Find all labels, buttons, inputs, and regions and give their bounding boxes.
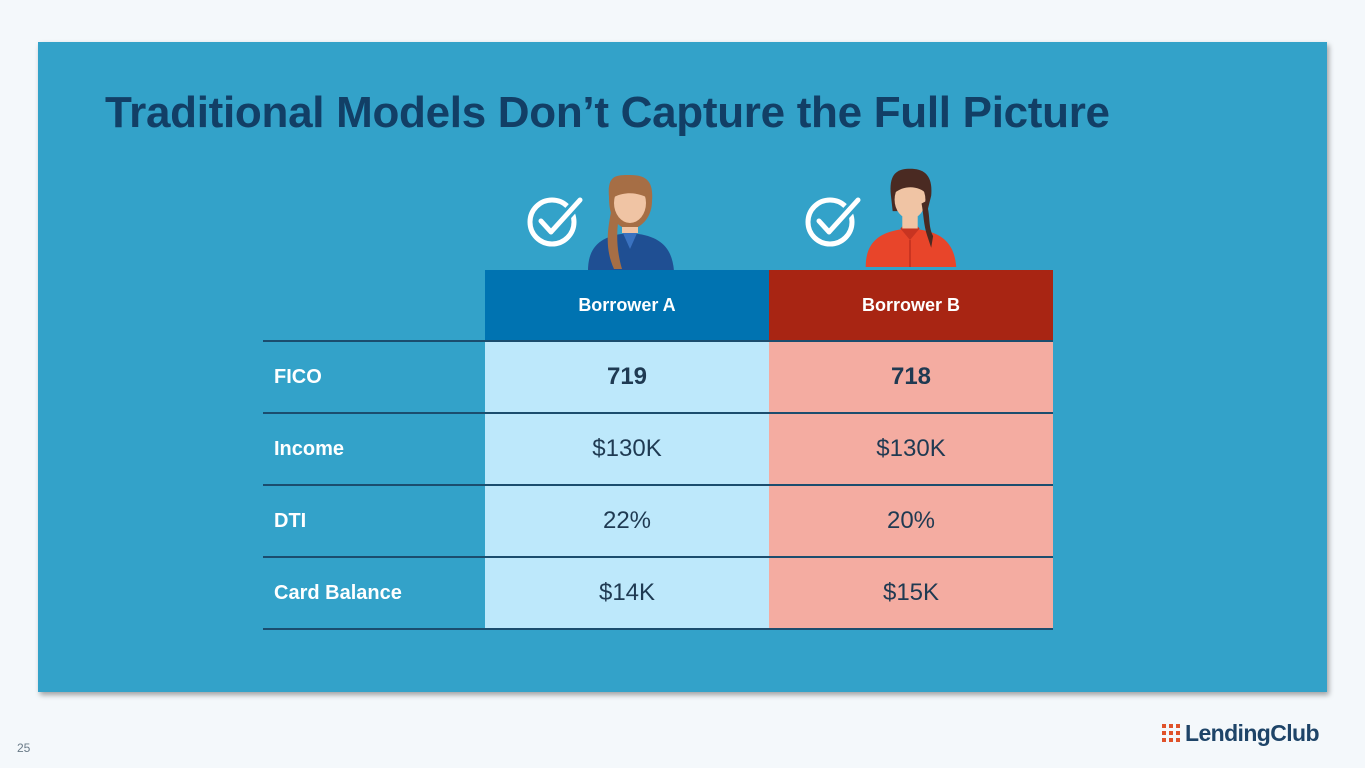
row-label-fico: FICO xyxy=(263,341,485,414)
row-label-card-balance: Card Balance xyxy=(263,557,485,630)
logo-grid-icon xyxy=(1162,724,1180,742)
checkmark-circle-icon xyxy=(527,194,586,247)
row-label-dti: DTI xyxy=(263,485,485,558)
borrower-a-dti: 22% xyxy=(485,485,769,558)
brand-name: LendingClub xyxy=(1185,719,1320,746)
borrower-a-fico: 719 xyxy=(485,341,769,414)
header-blank-cell xyxy=(263,270,485,342)
table-row: FICO 719 718 xyxy=(263,341,1053,414)
borrower-a-card-balance: $14K xyxy=(485,557,769,630)
woman-avatar-icon xyxy=(865,168,957,267)
borrower-b-card-balance: $15K xyxy=(769,557,1053,630)
woman-avatar-icon xyxy=(588,175,674,271)
slide-title: Traditional Models Don’t Capture the Ful… xyxy=(105,88,1110,137)
checkmark-circle-icon xyxy=(805,194,864,247)
column-header-borrower-a: Borrower A xyxy=(485,270,769,342)
page-number: 25 xyxy=(17,741,31,755)
table-row: DTI 22% 20% xyxy=(263,485,1053,558)
row-label-income: Income xyxy=(263,413,485,486)
borrower-a-income: $130K xyxy=(485,413,769,486)
table-row: Income $130K $130K xyxy=(263,413,1053,486)
borrower-comparison-table: Borrower A Borrower B FICO 719 718 Incom… xyxy=(263,270,1053,630)
column-header-borrower-b: Borrower B xyxy=(769,270,1053,342)
borrower-b-dti: 20% xyxy=(769,485,1053,558)
brand-logo: LendingClub xyxy=(1162,718,1320,748)
table-header-row: Borrower A Borrower B xyxy=(263,270,1053,342)
table-row: Card Balance $14K $15K xyxy=(263,557,1053,630)
borrower-b-income: $130K xyxy=(769,413,1053,486)
borrower-b-fico: 718 xyxy=(769,341,1053,414)
